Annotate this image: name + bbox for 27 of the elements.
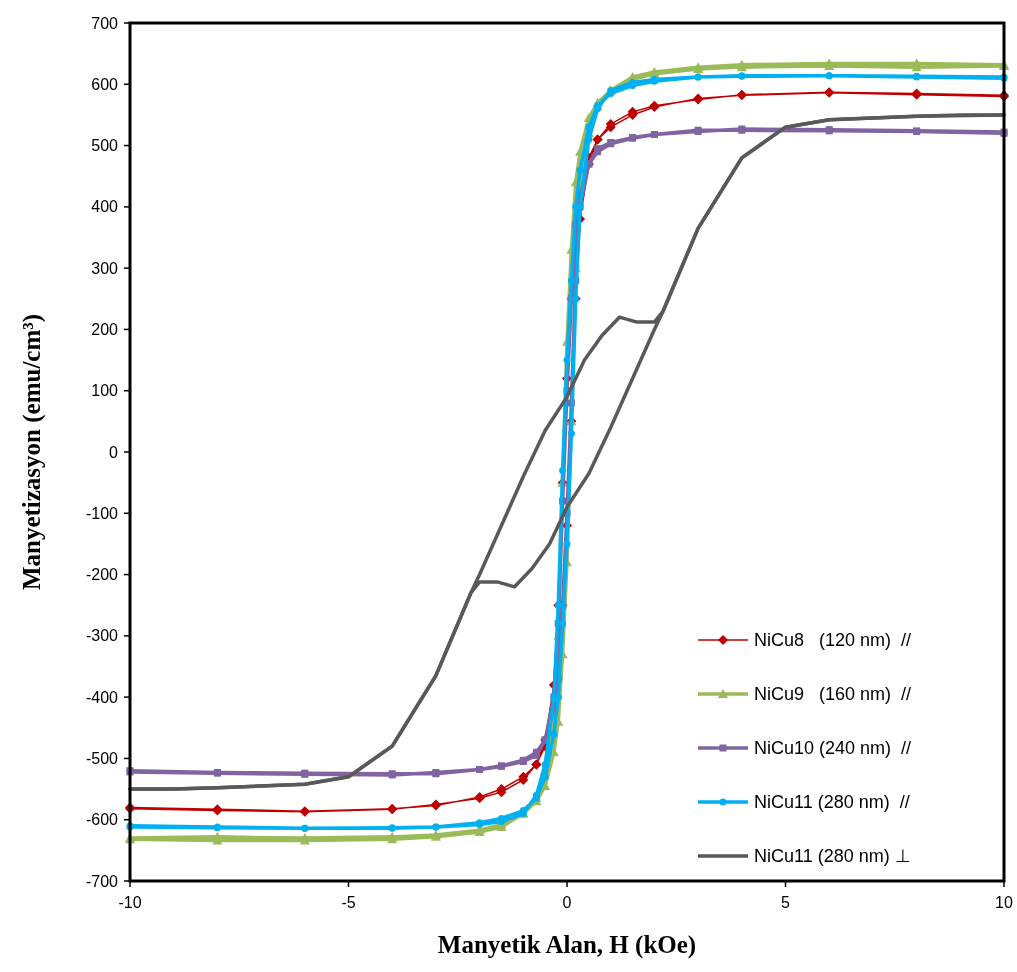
- x-tick-label: 0: [562, 894, 572, 911]
- y-tick-label: 700: [91, 14, 119, 32]
- y-tick-label: 400: [91, 198, 119, 216]
- y-tick-label: 600: [91, 75, 119, 93]
- legend-label: NiCu9 (160 nm) //: [754, 684, 912, 705]
- legend-label: NiCu8 (120 nm) //: [754, 630, 912, 651]
- x-tick-label: 5: [781, 894, 791, 911]
- legend-label: NiCu11 (280 nm) ⊥: [754, 846, 911, 867]
- x-axis-title: Manyetik Alan, H (kOe): [437, 931, 697, 959]
- x-tick-label: -5: [341, 894, 356, 911]
- y-tick-label: 100: [91, 382, 119, 400]
- y-tick-label: -100: [85, 504, 119, 522]
- y-tick-label: -700: [85, 872, 119, 890]
- y-tick-label: 0: [109, 443, 119, 461]
- y-tick-label: -200: [85, 566, 119, 584]
- y-axis-title: Manyetizasyon (emu/cm³): [18, 313, 46, 591]
- y-tick-label: 200: [91, 321, 119, 339]
- legend-label: NiCu10 (240 nm) //: [754, 738, 912, 759]
- y-tick-label: -600: [85, 811, 119, 829]
- x-tick-label: 10: [995, 894, 1013, 911]
- y-tick-label: 500: [91, 137, 119, 155]
- x-tick-label: -10: [118, 894, 142, 911]
- y-tick-label: 300: [91, 259, 119, 277]
- y-tick-label: -400: [85, 688, 119, 706]
- legend-label: NiCu11 (280 nm) //: [754, 792, 910, 813]
- y-tick-label: -300: [85, 627, 119, 645]
- y-tick-label: -500: [85, 750, 119, 768]
